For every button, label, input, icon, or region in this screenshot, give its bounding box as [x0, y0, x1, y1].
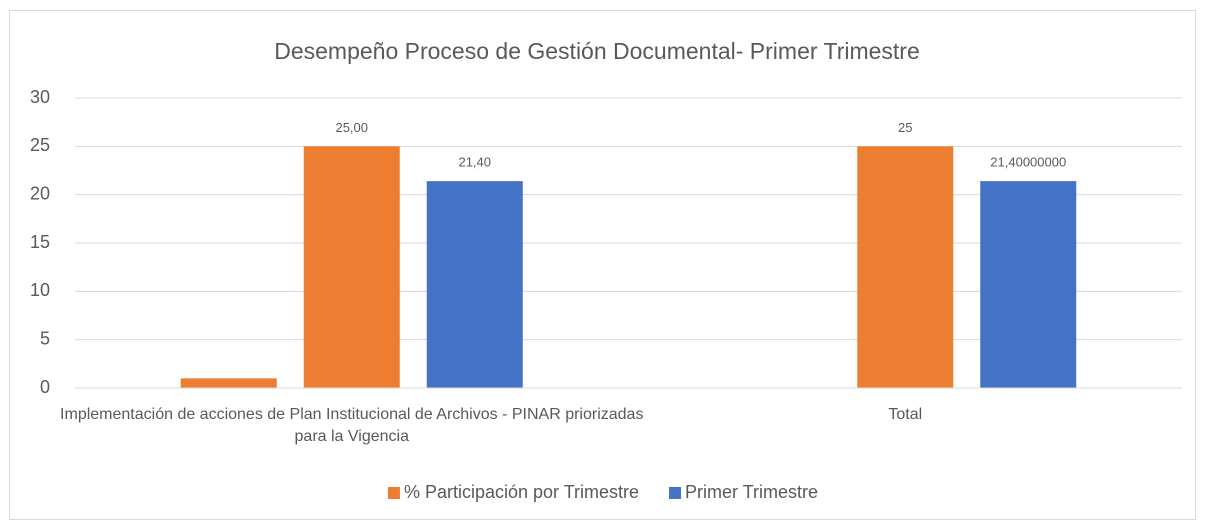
x-tick-label: Implementación de acciones de Plan Insti… — [60, 406, 644, 445]
legend-swatch — [387, 487, 400, 499]
bar — [180, 378, 277, 388]
bar — [980, 181, 1077, 388]
data-label: 25 — [898, 120, 912, 135]
y-tick-label: 30 — [30, 87, 50, 107]
bar — [857, 146, 954, 388]
data-label: 25,00 — [335, 120, 368, 135]
y-tick-label: 15 — [30, 232, 50, 252]
bar — [426, 181, 523, 388]
y-tick-label: 20 — [30, 183, 50, 203]
data-label: 21,40 — [458, 155, 491, 170]
legend-label: Primer Trimestre — [685, 482, 818, 502]
chart-title: Desempeño Proceso de Gestión Documental-… — [274, 38, 920, 64]
y-tick-label: 0 — [40, 377, 50, 397]
x-tick-label: Total — [888, 406, 923, 423]
y-tick-label: 5 — [40, 328, 50, 348]
legend-swatch — [669, 487, 682, 499]
legend-label: % Participación por Trimestre — [404, 482, 639, 502]
data-label: 21,40000000 — [990, 155, 1066, 170]
bar — [303, 146, 400, 388]
y-tick-label: 25 — [30, 135, 50, 155]
y-tick-label: 10 — [30, 280, 50, 300]
